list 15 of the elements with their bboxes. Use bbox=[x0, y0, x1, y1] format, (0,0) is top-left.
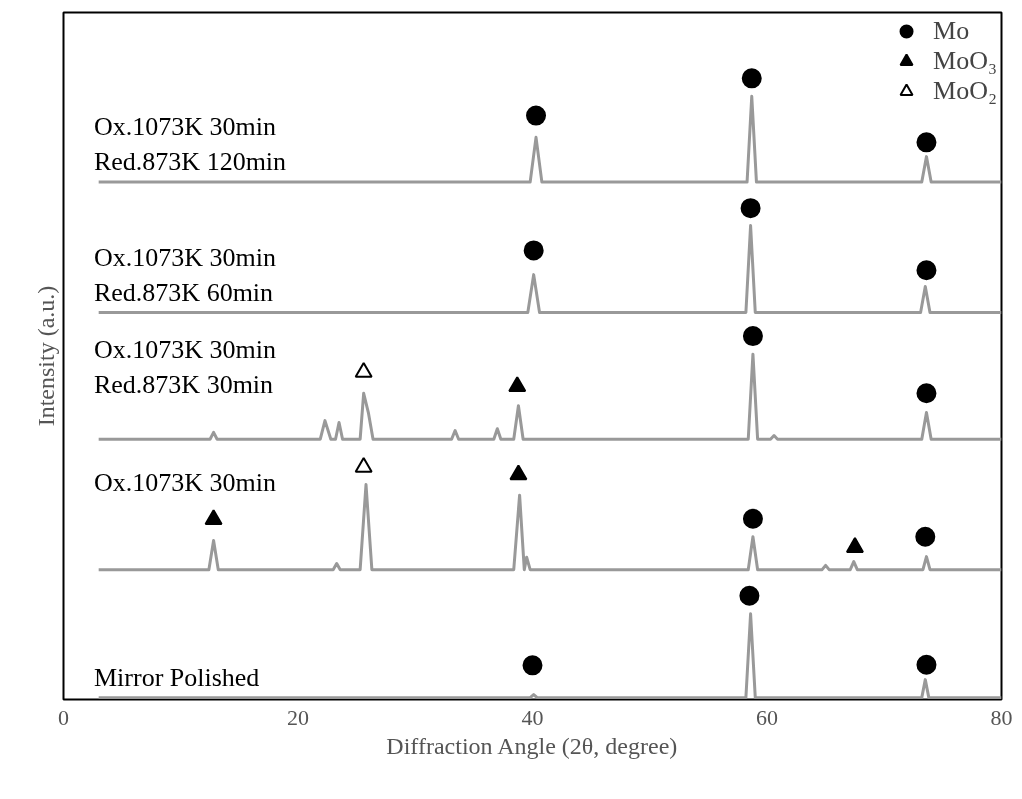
annotation: Ox.1073K 30min Red.873K 120min bbox=[93, 112, 287, 177]
x-tick-label: 0 bbox=[58, 704, 69, 730]
x-tick-label: 20 bbox=[287, 704, 309, 730]
annotation: Ox.1073K 30min Red.873K 60min bbox=[93, 242, 276, 307]
legend-label: Mo bbox=[933, 16, 970, 46]
annotation: Ox.1073K 30min bbox=[93, 468, 276, 498]
annotation: Mirror Polished bbox=[93, 662, 260, 692]
x-tick-label: 80 bbox=[990, 704, 1013, 730]
annotation: Ox.1073K 30min Red.873K 30min bbox=[93, 334, 276, 399]
x-tick-label: 60 bbox=[756, 704, 778, 730]
legend-label: MoO₂ bbox=[933, 76, 997, 106]
x-axis-title: Diffraction Angle (2θ, degree) bbox=[386, 732, 678, 759]
legend-label: MoO₃ bbox=[933, 46, 997, 76]
y-axis-title: Intensity (a.u.) bbox=[32, 285, 59, 427]
x-tick-label: 40 bbox=[521, 704, 544, 730]
